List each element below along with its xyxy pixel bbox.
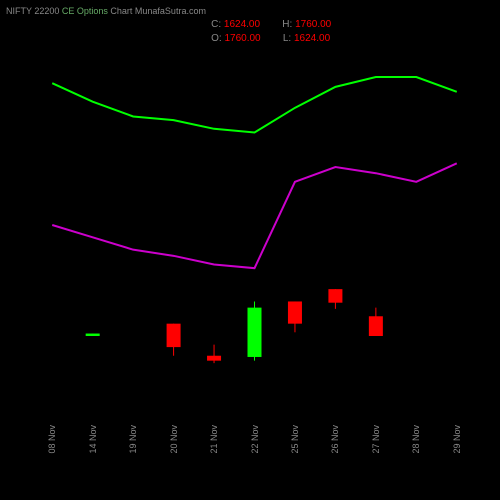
- x-axis-label: 21 Nov: [209, 425, 219, 454]
- indicator-line-upper: [52, 77, 457, 133]
- x-axis-label: 08 Nov: [47, 425, 57, 454]
- candle-body: [167, 324, 181, 347]
- candle-body: [288, 301, 302, 323]
- candle-body: [86, 334, 100, 336]
- x-axis-label: 14 Nov: [88, 425, 98, 454]
- candle-body: [248, 308, 262, 357]
- title-source: Chart MunafaSutra.com: [110, 6, 206, 16]
- x-axis-label: 20 Nov: [169, 425, 179, 454]
- x-axis-label: 28 Nov: [411, 425, 421, 454]
- candle-body: [369, 316, 383, 336]
- chart-container: NIFTY 22200 CE Options Chart MunafaSutra…: [0, 0, 500, 500]
- chart-title: NIFTY 22200 CE Options Chart MunafaSutra…: [6, 6, 206, 16]
- title-option-type: CE Options: [62, 6, 111, 16]
- x-axis-label: 25 Nov: [290, 425, 300, 454]
- indicator-line-lower: [52, 163, 457, 268]
- x-axis-label: 29 Nov: [452, 425, 462, 454]
- candle-body: [328, 289, 342, 303]
- title-symbol: NIFTY 22200: [6, 6, 62, 16]
- x-axis-label: 26 Nov: [330, 425, 340, 454]
- candle-body: [207, 356, 221, 361]
- x-axis-label: 22 Nov: [250, 425, 260, 454]
- x-axis-label: 19 Nov: [128, 425, 138, 454]
- x-axis-label: 27 Nov: [371, 425, 381, 454]
